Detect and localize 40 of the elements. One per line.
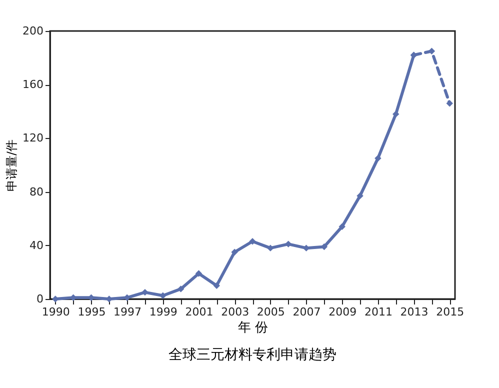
point [284,240,292,248]
y-tick-label: 160 [22,78,44,92]
x-axis-title: 年 份 [238,320,268,336]
point [392,110,400,118]
y-tick-label: 40 [30,238,44,252]
point [428,48,436,54]
x-tick-label: 2015 [436,306,464,318]
y-tick-label: 200 [22,24,44,38]
point [356,192,364,200]
x-tick-label: 2011 [364,306,392,318]
x-tick-label: 2009 [328,306,357,318]
point [410,52,418,58]
x-tick-label: 2007 [292,306,321,318]
point [160,292,166,300]
point [338,223,346,230]
point [213,282,220,289]
point [124,294,130,302]
y-tick-label: 120 [22,132,44,145]
x-tick-label: 2013 [400,306,428,318]
x-tick-label: 2003 [221,306,250,318]
x-tick-label: 2001 [185,306,214,318]
point [231,248,238,256]
point [142,288,148,296]
point [267,244,274,252]
point [106,296,112,302]
point [177,286,184,292]
y-tick-label: 80 [30,185,44,198]
x-tick-label: 1990 [42,306,70,318]
point [195,270,202,277]
x-tick-label: 1999 [149,306,178,318]
x-tick-label: 1997 [114,306,142,318]
text: 全球三元材料专利申请趋势 [168,347,336,363]
point [52,296,59,302]
y-axis-title: 申请量/件 [4,139,19,192]
point [374,154,382,162]
x-tick-label: 2005 [256,306,285,318]
point [446,100,453,107]
point [249,238,256,245]
x-tick-label: 1995 [78,306,106,318]
y-tick-label: 0 [36,292,44,306]
